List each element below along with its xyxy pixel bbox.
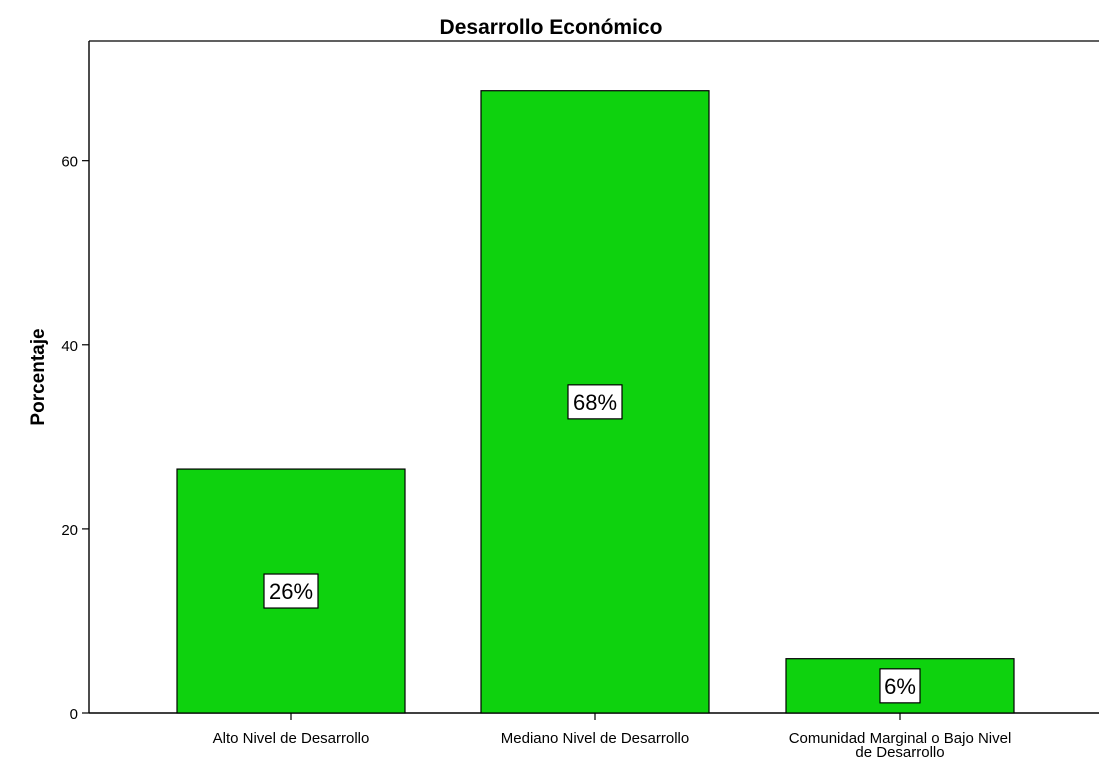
y-tick-label-0: 0 — [70, 706, 78, 723]
data-label-1: 68% — [573, 390, 617, 415]
data-label-0: 26% — [269, 579, 313, 604]
x-tick-label-2: Comunidad Marginal o Bajo Nivel de Desarr… — [789, 730, 1012, 760]
y-tick-label-40: 40 — [61, 338, 78, 355]
chart-title: Desarrollo Económico — [440, 16, 663, 39]
y-tick-label-20: 20 — [61, 522, 78, 539]
plot-area: 0 20 40 60 Alto Nivel de Desarrollo 26% Median… — [61, 40, 1099, 761]
y-axis-label: Porcentaje — [28, 328, 49, 425]
y-tick-label-60: 60 — [61, 154, 78, 171]
data-label-box-1 — [567, 384, 623, 420]
data-label-2: 6% — [884, 674, 916, 699]
data-label-box-0 — [263, 573, 319, 609]
data-label-box-2 — [879, 668, 921, 704]
x-tick-label-0: Alto Nivel de Desarrollo — [213, 730, 370, 747]
x-tick-label-1: Mediano Nivel de Desarrollo — [501, 730, 689, 747]
